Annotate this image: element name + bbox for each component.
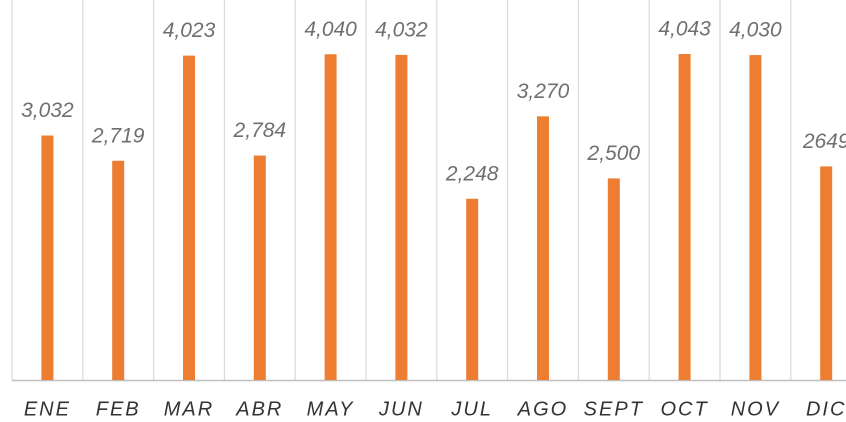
data-label: 4,040 xyxy=(304,18,357,41)
bar xyxy=(607,178,620,380)
data-label: 2649 xyxy=(802,130,846,153)
x-tick-label: OCT xyxy=(660,398,708,420)
bar xyxy=(183,55,195,380)
bar xyxy=(466,198,479,380)
x-tick-label: SEPT xyxy=(584,398,644,420)
x-tick-label: DIC xyxy=(806,398,846,420)
data-label: 2,500 xyxy=(587,142,641,165)
data-label: 3,032 xyxy=(21,99,74,122)
bar xyxy=(112,160,125,380)
x-tick-label: JUN xyxy=(378,398,424,420)
bar xyxy=(324,54,337,381)
data-label: 4,030 xyxy=(729,19,782,42)
bar xyxy=(820,166,833,380)
data-label: 4,023 xyxy=(163,19,216,42)
data-label: 2,719 xyxy=(91,124,145,147)
data-label: 2,248 xyxy=(445,162,499,185)
bar xyxy=(253,155,266,380)
x-tick-label: FEB xyxy=(96,398,141,420)
category-separators xyxy=(11,0,792,380)
x-tick-label: NOV xyxy=(731,398,780,420)
data-label: 4,043 xyxy=(658,18,711,41)
x-tick-label: ENE xyxy=(24,398,71,420)
data-label: 4,032 xyxy=(375,18,428,41)
x-tick-label: MAR xyxy=(164,398,214,420)
x-tick-label: ABR xyxy=(235,398,283,420)
bar xyxy=(537,116,549,380)
x-tick-label: JUL xyxy=(450,398,493,420)
bar xyxy=(395,54,408,380)
data-label: 3,270 xyxy=(517,80,570,103)
bar xyxy=(678,54,691,381)
x-tick-label: MAY xyxy=(307,398,355,420)
bar xyxy=(749,55,762,380)
x-tick-label: AGO xyxy=(517,398,568,420)
bar xyxy=(41,135,54,380)
data-label: 2,784 xyxy=(233,119,287,142)
